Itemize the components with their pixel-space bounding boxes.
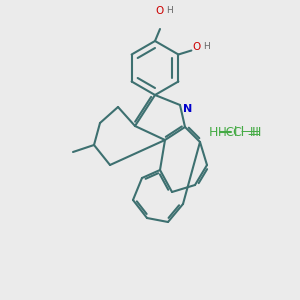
Text: Cl: Cl xyxy=(232,125,244,139)
Text: H: H xyxy=(203,42,210,51)
Text: H: H xyxy=(166,6,173,15)
Text: H: H xyxy=(252,125,261,139)
Text: —: — xyxy=(247,128,260,142)
Text: HCl: HCl xyxy=(218,125,238,139)
Text: H: H xyxy=(250,125,259,139)
Text: —: — xyxy=(240,125,252,139)
Text: O: O xyxy=(155,6,163,16)
Text: N: N xyxy=(183,104,192,114)
Text: O: O xyxy=(192,41,201,52)
Text: H: H xyxy=(208,125,218,139)
